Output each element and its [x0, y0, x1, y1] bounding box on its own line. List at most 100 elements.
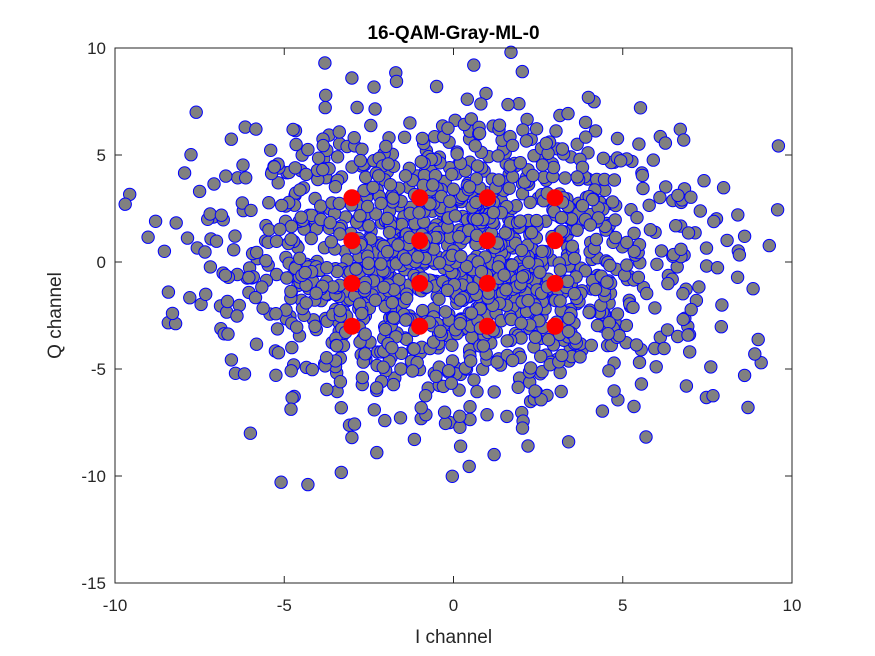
received-point	[442, 364, 456, 378]
received-point	[513, 214, 527, 228]
received-point	[553, 263, 568, 277]
received-point	[248, 290, 263, 305]
received-point	[610, 131, 625, 146]
received-point	[349, 262, 363, 276]
received-point	[293, 183, 307, 197]
constellation-points	[343, 189, 564, 335]
received-point	[415, 303, 430, 318]
received-point	[380, 245, 395, 259]
received-point	[561, 324, 576, 339]
received-point	[361, 256, 376, 270]
received-point	[444, 376, 459, 390]
received-point	[203, 260, 218, 274]
received-point	[236, 158, 250, 172]
received-point	[242, 270, 256, 285]
received-point	[385, 295, 399, 310]
received-point	[467, 58, 481, 72]
received-point	[320, 382, 334, 397]
received-point	[316, 138, 330, 153]
received-point	[218, 268, 233, 282]
received-point	[433, 324, 447, 338]
x-axis-label: I channel	[415, 627, 492, 648]
received-point	[330, 339, 344, 353]
received-point	[148, 214, 163, 229]
received-point	[693, 204, 707, 218]
received-point	[274, 475, 288, 489]
received-point	[405, 364, 420, 378]
received-point	[608, 213, 622, 227]
received-point	[378, 322, 392, 337]
received-point	[464, 112, 478, 126]
received-point	[519, 134, 534, 148]
received-point	[437, 405, 452, 419]
received-point	[407, 342, 421, 356]
received-point	[516, 123, 530, 137]
received-point	[561, 274, 575, 288]
received-point	[487, 385, 501, 399]
received-point	[529, 302, 543, 316]
received-point	[553, 294, 567, 308]
received-point	[731, 208, 745, 222]
received-point	[612, 329, 626, 343]
received-point	[429, 369, 443, 383]
received-point	[730, 270, 745, 284]
received-point	[570, 170, 584, 184]
received-point	[567, 251, 582, 266]
received-point	[192, 184, 207, 199]
constellation-point	[478, 189, 496, 207]
received-point	[386, 311, 401, 325]
constellation-point	[478, 232, 496, 250]
received-point	[620, 235, 634, 250]
received-point	[380, 211, 394, 226]
received-point	[573, 350, 587, 364]
received-point	[429, 79, 444, 94]
received-point	[524, 361, 538, 375]
received-point	[393, 411, 408, 425]
received-point	[601, 327, 615, 341]
received-point	[511, 380, 525, 394]
received-point	[521, 293, 535, 308]
received-point	[203, 207, 217, 221]
received-point	[118, 197, 132, 211]
received-point	[575, 199, 590, 213]
received-point	[707, 214, 721, 229]
received-point	[239, 171, 253, 185]
received-point	[368, 102, 382, 116]
received-point	[554, 210, 569, 225]
received-point	[301, 142, 315, 157]
received-point	[407, 432, 422, 447]
received-point	[157, 244, 172, 259]
received-point	[631, 270, 646, 284]
y-tick-label: 5	[97, 146, 106, 165]
received-point	[249, 122, 263, 136]
received-point	[318, 56, 332, 70]
constellation-point	[343, 232, 361, 250]
received-point	[308, 319, 322, 333]
received-point	[470, 384, 484, 399]
received-point	[270, 322, 285, 336]
received-point	[443, 194, 457, 208]
received-point	[487, 447, 501, 462]
received-point	[480, 408, 494, 422]
received-point	[554, 384, 568, 399]
received-point	[523, 195, 537, 210]
y-tick-label: -15	[81, 574, 106, 593]
received-point	[583, 218, 597, 232]
received-point	[243, 426, 258, 440]
received-point	[256, 301, 270, 315]
received-point	[642, 198, 656, 213]
received-point	[620, 258, 634, 272]
constellation-point	[478, 274, 496, 292]
received-point	[333, 375, 348, 389]
received-point	[627, 226, 641, 241]
received-point	[535, 244, 549, 259]
received-point	[714, 320, 728, 334]
received-point	[524, 225, 539, 240]
received-point	[492, 173, 506, 187]
received-point	[358, 347, 372, 361]
received-point	[161, 285, 176, 299]
received-point	[358, 327, 372, 341]
received-point	[610, 307, 625, 321]
constellation-point	[546, 274, 564, 292]
received-point	[535, 158, 550, 172]
